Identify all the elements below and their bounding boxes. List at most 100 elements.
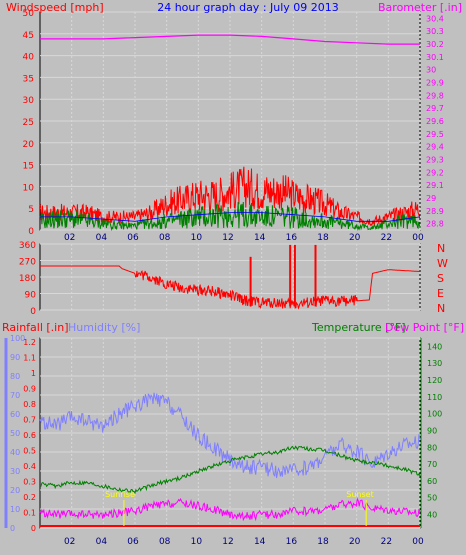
humidity-label: Humidity [%] bbox=[68, 321, 140, 334]
barometer-tick-label: 30.1 bbox=[426, 53, 444, 62]
humidity-tick-label: 40 bbox=[10, 448, 20, 457]
sunrise-annotation: Sunrise bbox=[105, 490, 135, 499]
compass-label: W bbox=[437, 257, 448, 270]
wind-direction-line bbox=[40, 265, 420, 310]
humidity-tick-label: 0 bbox=[10, 524, 15, 533]
wind-tick-label: 30 bbox=[23, 96, 35, 106]
barometer-tick-label: 29 bbox=[426, 194, 436, 203]
temperature-tick-label: 80 bbox=[427, 443, 437, 452]
hour-tick-label: 04 bbox=[96, 233, 108, 243]
wind-tick-label: 50 bbox=[23, 9, 35, 19]
average-line bbox=[39, 201, 421, 232]
hour-tick-label: 20 bbox=[349, 233, 361, 243]
wind-tick-label: 0 bbox=[28, 227, 34, 237]
humidity-line bbox=[39, 392, 421, 479]
wind-tick-label: 20 bbox=[23, 140, 35, 150]
humidity-tick-label: 70 bbox=[10, 391, 20, 400]
hour-tick-label: 12 bbox=[222, 537, 233, 547]
temperature-label: Temperature [°F] bbox=[311, 321, 406, 334]
direction-tick-label: 270 bbox=[19, 258, 36, 268]
direction-tick-label: 90 bbox=[25, 291, 37, 301]
barometer-tick-label: 29.4 bbox=[426, 143, 444, 152]
humidity-tick-label: 80 bbox=[10, 372, 20, 381]
temperature-tick-label: 50 bbox=[427, 494, 437, 503]
humidity-tick-label: 60 bbox=[10, 410, 20, 419]
gust-line bbox=[39, 166, 420, 227]
hour-tick-label: 14 bbox=[254, 233, 266, 243]
barometer-tick-label: 29.9 bbox=[426, 79, 444, 88]
barometer-tick-label: 29.1 bbox=[426, 181, 444, 190]
wind-tick-label: 15 bbox=[23, 162, 34, 172]
chart-title: 24 hour graph day : July 09 2013 bbox=[157, 1, 339, 14]
hour-tick-label: 02 bbox=[64, 537, 75, 547]
barometer-tick-label: 29.3 bbox=[426, 155, 444, 164]
compass-label: S bbox=[437, 272, 444, 285]
wind-tick-label: 35 bbox=[23, 74, 34, 84]
compass-label: E bbox=[437, 287, 444, 300]
hour-tick-label: 18 bbox=[317, 233, 329, 243]
barometer-tick-label: 30.4 bbox=[426, 14, 444, 23]
wind-tick-label: 10 bbox=[23, 183, 35, 193]
humidity-tick-label: 90 bbox=[10, 353, 20, 362]
rain-tick-label: 0.7 bbox=[23, 416, 36, 425]
rain-tick-label: 0.4 bbox=[23, 462, 36, 471]
barometer-tick-label: 30.2 bbox=[426, 40, 444, 49]
hour-tick-label: 10 bbox=[191, 537, 203, 547]
humidity-tick-label: 100 bbox=[10, 334, 25, 343]
hour-tick-label: 02 bbox=[64, 233, 75, 243]
hour-tick-label: 16 bbox=[286, 537, 298, 547]
wind-tick-label: 45 bbox=[23, 31, 34, 41]
rain-tick-label: 0.6 bbox=[23, 431, 36, 440]
barometer-tick-label: 29.6 bbox=[426, 117, 444, 126]
barometer-label: Barometer [.in] bbox=[378, 1, 462, 14]
direction-tick-label: 180 bbox=[19, 274, 36, 284]
hour-tick-label: 06 bbox=[127, 233, 139, 243]
windspeed-label: Windspeed [mph] bbox=[6, 1, 104, 14]
hour-tick-label: 10 bbox=[191, 233, 203, 243]
hour-tick-label: 00 bbox=[412, 233, 424, 243]
barometer-line bbox=[40, 34, 420, 45]
barometer-tick-label: 30.3 bbox=[426, 27, 444, 36]
direction-tick-label: 360 bbox=[19, 241, 36, 251]
sunset-annotation: Sunset bbox=[346, 490, 373, 499]
compass-label: N bbox=[437, 302, 445, 315]
rain-tick-label: 0.9 bbox=[23, 385, 36, 394]
rain-tick-label: 1 bbox=[31, 369, 36, 378]
rain-tick-label: 0.5 bbox=[23, 447, 36, 456]
barometer-tick-label: 30 bbox=[426, 66, 436, 75]
humidity-tick-label: 50 bbox=[10, 429, 20, 438]
hour-tick-label: 22 bbox=[381, 233, 392, 243]
rain-tick-label: 0.1 bbox=[23, 509, 36, 518]
humidity-tick-label: 10 bbox=[10, 505, 20, 514]
temperature-tick-label: 130 bbox=[427, 359, 442, 368]
temperature-tick-label: 40 bbox=[427, 511, 437, 520]
wind-tick-label: 5 bbox=[28, 205, 34, 215]
temperature-tick-label: 60 bbox=[427, 477, 437, 486]
barometer-tick-label: 29.2 bbox=[426, 168, 444, 177]
barometer-tick-label: 28.8 bbox=[426, 220, 444, 229]
temperature-tick-label: 100 bbox=[427, 410, 442, 419]
hour-tick-label: 06 bbox=[127, 537, 139, 547]
rain-tick-label: 0.3 bbox=[23, 478, 36, 487]
dewpoint-line bbox=[39, 497, 421, 522]
direction-tick-label: 0 bbox=[30, 307, 36, 317]
temperature-tick-label: 90 bbox=[427, 426, 437, 435]
hour-tick-label: 08 bbox=[159, 537, 171, 547]
temperature-tick-label: 70 bbox=[427, 460, 437, 469]
wind-mean-line bbox=[40, 212, 421, 222]
hour-tick-label: 12 bbox=[222, 233, 233, 243]
humidity-tick-label: 30 bbox=[10, 467, 20, 476]
barometer-tick-label: 28.9 bbox=[426, 207, 444, 216]
rainfall-label: Rainfall [.in] bbox=[2, 321, 69, 334]
hour-tick-label: 08 bbox=[159, 233, 171, 243]
hour-tick-label: 16 bbox=[286, 233, 298, 243]
hour-tick-label: 04 bbox=[96, 537, 108, 547]
humidity-tick-label: 20 bbox=[10, 486, 20, 495]
dewpoint-label: Dew Point [°F] bbox=[385, 321, 464, 334]
temperature-tick-label: 110 bbox=[427, 393, 442, 402]
rain-tick-label: 1.2 bbox=[23, 338, 36, 347]
rain-tick-label: 0.2 bbox=[23, 493, 36, 502]
temperature-tick-label: 140 bbox=[427, 342, 442, 351]
hour-tick-label: 00 bbox=[412, 537, 424, 547]
rain-tick-label: 0.8 bbox=[23, 400, 36, 409]
